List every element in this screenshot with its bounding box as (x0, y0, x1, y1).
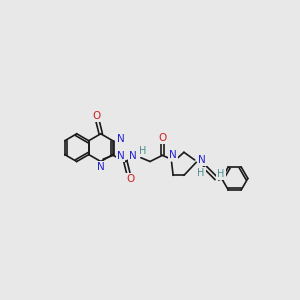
Text: H: H (139, 146, 147, 156)
Text: N: N (198, 155, 206, 165)
Text: O: O (126, 174, 134, 184)
Text: N: N (169, 150, 177, 160)
Text: N: N (97, 162, 105, 172)
Text: O: O (92, 111, 100, 121)
Text: N: N (117, 134, 124, 144)
Text: O: O (158, 133, 166, 142)
Text: N: N (129, 151, 137, 161)
Text: N: N (117, 151, 124, 161)
Text: H: H (217, 169, 225, 179)
Text: H: H (197, 168, 205, 178)
